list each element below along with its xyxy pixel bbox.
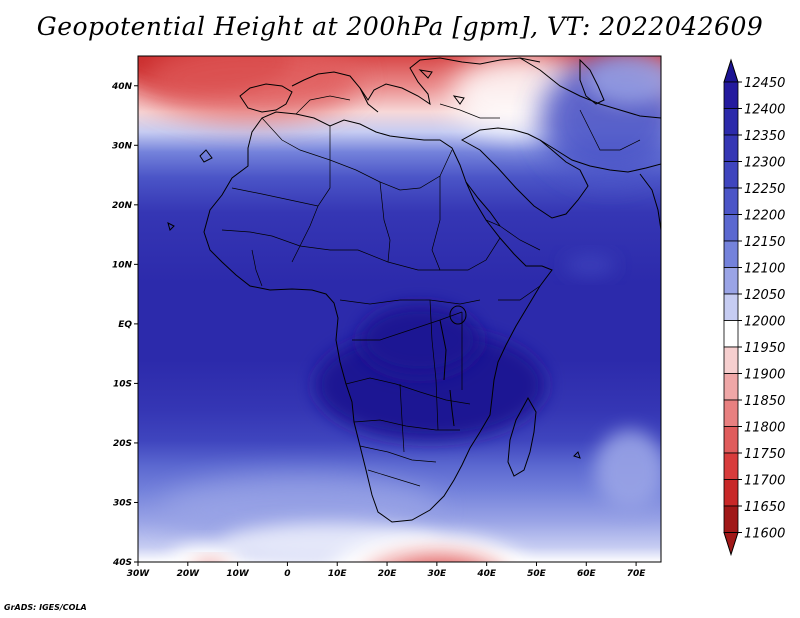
lon-tick-label: 20E — [378, 569, 398, 579]
colorbar: 12450 12400 12350 12300 12250 12200 12150 12100… — [723, 58, 785, 557]
credit-text: GrADS: IGES/COLA — [4, 603, 87, 612]
colorbar-label: 12450 — [744, 76, 785, 91]
country-borders — [221, 95, 641, 487]
colorbar-label: 12200 — [744, 209, 785, 224]
colorbar-box — [723, 293, 739, 321]
latitude-axis: 40N 30N 20N 10N EQ 10S 20S 30S 40S — [111, 82, 138, 568]
lon-tick-label: 40E — [476, 569, 497, 579]
colorbar-box — [723, 452, 739, 480]
lat-tick-label: 10S — [113, 379, 132, 389]
colorbar-box — [723, 134, 739, 162]
lat-tick-label: 40N — [111, 82, 133, 92]
colorbar-label: 12350 — [744, 129, 785, 144]
colorbar-box — [723, 161, 739, 189]
colorbar-label: 12400 — [744, 103, 785, 118]
height-field — [138, 56, 661, 562]
lat-tick-label: 40S — [112, 558, 132, 568]
lat-tick-label: 10N — [112, 260, 133, 270]
colorbar-box — [723, 399, 739, 427]
colorbar-label: 11600 — [744, 527, 785, 542]
colorbar-box — [723, 320, 739, 348]
colorbar-label: 11700 — [744, 474, 785, 489]
lon-tick-label: 60E — [577, 569, 597, 579]
colorbar-box — [723, 505, 739, 533]
colorbar-box — [723, 479, 739, 507]
plot-frame — [137, 55, 662, 563]
colorbar-label: 12100 — [744, 262, 785, 277]
colorbar-label: 11800 — [744, 421, 785, 436]
colorbar-box — [723, 267, 739, 295]
colorbar-label: 11750 — [744, 447, 785, 462]
lon-tick-label: 30W — [127, 569, 151, 579]
lon-tick-label: 70E — [627, 569, 647, 579]
colorbar-max-arrow — [723, 58, 739, 83]
colorbar-box — [723, 108, 739, 136]
map-title: Geopotential Height at 200hPa [gpm], VT:… — [36, 12, 764, 41]
colorbar-box — [723, 214, 739, 242]
colorbar-box — [723, 81, 739, 109]
colorbar-label: 12050 — [744, 288, 785, 303]
lon-tick-label: 0 — [284, 569, 290, 579]
colorbar-label: 11950 — [744, 341, 785, 356]
colorbar-label: 12250 — [744, 182, 785, 197]
lon-tick-label: 20W — [177, 569, 201, 579]
lat-tick-label: 20N — [112, 201, 133, 211]
lat-tick-label: EQ — [118, 320, 132, 330]
colorbar-box — [723, 240, 739, 268]
colorbar-label: 12000 — [744, 315, 785, 330]
coastlines — [167, 57, 661, 523]
colorbar-box — [723, 346, 739, 374]
colorbar-label: 11650 — [744, 500, 785, 515]
colorbar-label: 11900 — [744, 368, 785, 383]
longitude-axis: 30W 20W 10W 0 10E 20E 30E 40E 50E 60E 70E — [127, 562, 647, 579]
colorbar-box — [723, 373, 739, 401]
lat-tick-label: 30N — [112, 141, 133, 151]
colorbar-label: 12150 — [744, 235, 785, 250]
colorbar-box — [723, 426, 739, 454]
colorbar-box — [723, 187, 739, 215]
lon-tick-label: 30E — [428, 569, 448, 579]
lon-tick-label: 50E — [527, 569, 547, 579]
lat-tick-label: 30S — [113, 498, 132, 508]
colorbar-label: 11850 — [744, 394, 785, 409]
lon-tick-label: 10E — [328, 569, 348, 579]
colorbar-min-arrow — [723, 532, 739, 557]
lat-tick-label: 20S — [113, 439, 132, 449]
colorbar-label: 12300 — [744, 156, 785, 171]
lon-tick-label: 10W — [226, 569, 250, 579]
lakes — [439, 305, 467, 427]
